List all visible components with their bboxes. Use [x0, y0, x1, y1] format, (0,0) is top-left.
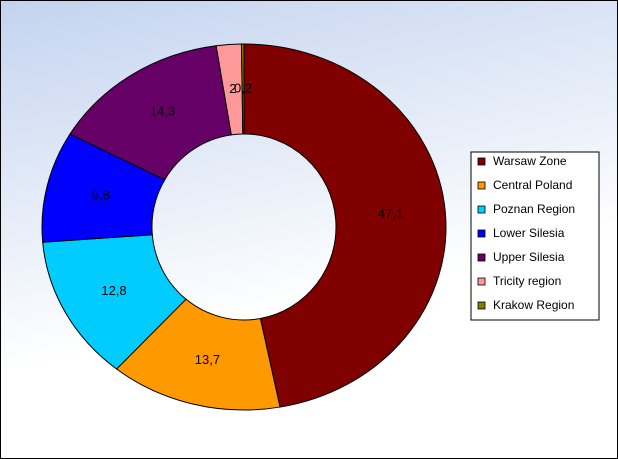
legend-label: Lower Silesia: [493, 226, 565, 240]
legend-label: Poznan Region: [493, 202, 575, 216]
legend-swatch: [477, 277, 486, 286]
data-label: 9,8: [92, 188, 110, 203]
donut-slice: [240, 43, 245, 135]
legend-box: [470, 151, 600, 321]
data-label: 2: [229, 81, 236, 96]
donut-slice: [243, 43, 447, 408]
data-label: 12,8: [101, 283, 126, 298]
donut: 47,1 13,7 12,8 9,8 14,3 20,2: [41, 43, 447, 411]
legend-swatch: [477, 181, 486, 190]
legend-swatch: [477, 253, 486, 262]
legend-swatch: [477, 229, 486, 238]
legend-label: Tricity region: [493, 274, 561, 288]
legend: Warsaw Zone Central Poland Poznan Region Lo…: [470, 151, 600, 321]
legend-swatch: [477, 157, 486, 166]
data-label: 13,7: [195, 352, 220, 367]
legend-swatch: [477, 301, 486, 310]
data-label: 0,2: [234, 80, 252, 95]
legend-swatch: [477, 205, 486, 214]
data-label: 14,3: [150, 104, 175, 119]
donut-slice: [69, 45, 232, 181]
legend-label: Central Poland: [493, 178, 572, 192]
legend-label: Krakow Region: [493, 298, 574, 312]
data-label: 47,1: [378, 206, 403, 221]
legend-label: Warsaw Zone: [493, 154, 567, 168]
donut-slice: [115, 298, 281, 411]
legend-label: Upper Silesia: [493, 250, 565, 264]
